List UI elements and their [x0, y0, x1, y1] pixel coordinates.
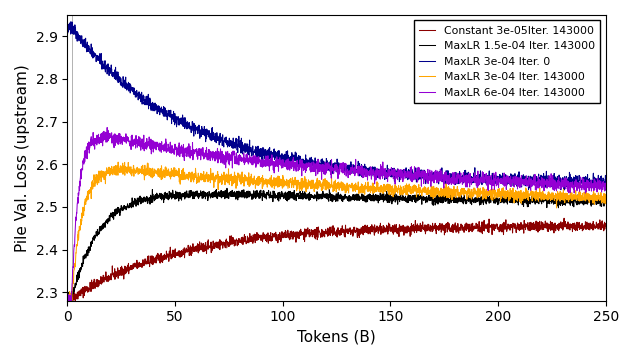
Constant 3e-05Iter. 143000: [364, 228, 372, 232]
MaxLR 3e-04 Iter. 143000: [273, 176, 280, 180]
MaxLR 6e-04 Iter. 143000: [103, 125, 111, 130]
Constant 3e-05Iter. 143000: [560, 216, 568, 220]
MaxLR 6e-04 Iter. 143000: [524, 177, 532, 181]
MaxLR 1.5e-04 Iter. 143000: [273, 193, 280, 198]
MaxLR 3e-04 Iter. 143000: [545, 198, 552, 202]
MaxLR 3e-04 Iter. 143000: [75, 238, 82, 242]
MaxLR 6e-04 Iter. 143000: [602, 188, 610, 192]
MaxLR 3e-04 Iter. 143000: [602, 194, 610, 198]
MaxLR 1.5e-04 Iter. 143000: [524, 204, 532, 209]
Constant 3e-05Iter. 143000: [545, 229, 552, 234]
Line: MaxLR 3e-04 Iter. 143000: MaxLR 3e-04 Iter. 143000: [67, 162, 606, 306]
Constant 3e-05Iter. 143000: [63, 295, 71, 300]
MaxLR 1.5e-04 Iter. 143000: [67, 301, 75, 306]
MaxLR 6e-04 Iter. 143000: [75, 193, 82, 198]
Constant 3e-05Iter. 143000: [602, 223, 610, 227]
Line: Constant 3e-05Iter. 143000: Constant 3e-05Iter. 143000: [67, 218, 606, 303]
Line: MaxLR 6e-04 Iter. 143000: MaxLR 6e-04 Iter. 143000: [67, 127, 606, 303]
MaxLR 3e-04 Iter. 143000: [503, 189, 510, 193]
MaxLR 6e-04 Iter. 143000: [63, 299, 71, 303]
MaxLR 1.5e-04 Iter. 143000: [63, 295, 71, 300]
X-axis label: Tokens (B): Tokens (B): [297, 330, 376, 345]
Constant 3e-05Iter. 143000: [502, 224, 510, 228]
MaxLR 3e-04 Iter. 0: [273, 151, 280, 155]
MaxLR 3e-04 Iter. 0: [364, 166, 372, 170]
MaxLR 3e-04 Iter. 0: [75, 33, 82, 38]
Y-axis label: Pile Val. Loss (upstream): Pile Val. Loss (upstream): [15, 64, 30, 252]
MaxLR 3e-04 Iter. 0: [545, 178, 552, 182]
MaxLR 1.5e-04 Iter. 143000: [365, 193, 372, 197]
Constant 3e-05Iter. 143000: [67, 301, 74, 306]
MaxLR 3e-04 Iter. 143000: [365, 184, 372, 189]
MaxLR 1.5e-04 Iter. 143000: [75, 269, 82, 273]
Constant 3e-05Iter. 143000: [273, 234, 280, 239]
MaxLR 3e-04 Iter. 143000: [114, 160, 122, 164]
MaxLR 1.5e-04 Iter. 143000: [545, 198, 552, 202]
Line: MaxLR 1.5e-04 Iter. 143000: MaxLR 1.5e-04 Iter. 143000: [67, 188, 606, 303]
MaxLR 3e-04 Iter. 0: [602, 180, 610, 184]
MaxLR 6e-04 Iter. 143000: [365, 170, 372, 174]
MaxLR 6e-04 Iter. 143000: [66, 301, 74, 305]
Line: MaxLR 3e-04 Iter. 0: MaxLR 3e-04 Iter. 0: [67, 22, 606, 190]
MaxLR 3e-04 Iter. 143000: [524, 194, 532, 198]
MaxLR 3e-04 Iter. 0: [524, 180, 532, 184]
MaxLR 6e-04 Iter. 143000: [503, 187, 510, 192]
MaxLR 3e-04 Iter. 0: [63, 27, 71, 31]
MaxLR 6e-04 Iter. 143000: [545, 182, 552, 186]
Constant 3e-05Iter. 143000: [75, 294, 82, 298]
MaxLR 3e-04 Iter. 143000: [63, 291, 71, 296]
Constant 3e-05Iter. 143000: [524, 228, 532, 232]
MaxLR 1.5e-04 Iter. 143000: [602, 201, 610, 206]
MaxLR 6e-04 Iter. 143000: [273, 162, 280, 166]
MaxLR 3e-04 Iter. 0: [502, 182, 510, 186]
Legend: Constant 3e-05Iter. 143000, MaxLR 1.5e-04 Iter. 143000, MaxLR 3e-04 Iter. 0, Max: Constant 3e-05Iter. 143000, MaxLR 1.5e-0…: [413, 21, 600, 103]
MaxLR 3e-04 Iter. 143000: [67, 303, 75, 308]
MaxLR 1.5e-04 Iter. 143000: [503, 199, 510, 203]
MaxLR 3e-04 Iter. 0: [560, 188, 568, 192]
MaxLR 1.5e-04 Iter. 143000: [223, 186, 231, 190]
MaxLR 3e-04 Iter. 0: [67, 19, 75, 24]
